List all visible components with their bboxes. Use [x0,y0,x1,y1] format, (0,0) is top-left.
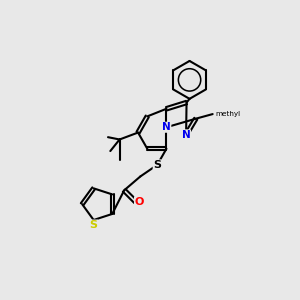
Text: N: N [162,122,171,132]
Text: S: S [153,160,161,170]
Text: N: N [182,130,190,140]
Text: O: O [134,197,144,207]
Text: methyl: methyl [215,111,241,117]
Text: S: S [90,220,98,230]
